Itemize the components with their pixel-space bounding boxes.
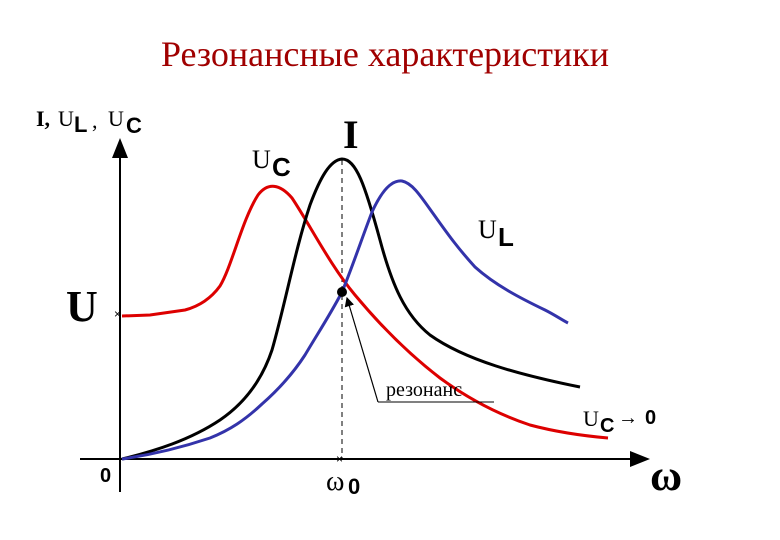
svg-text:L: L <box>498 222 514 252</box>
origin-label: 0 <box>100 465 111 487</box>
svg-text:0: 0 <box>645 407 656 429</box>
svg-text:L: L <box>74 112 87 137</box>
omega0-label: ω 0 <box>326 466 360 499</box>
uc-curve-label: U C <box>252 145 291 182</box>
uc-limit-label: U C → 0 <box>583 406 656 437</box>
resonance-pointer <box>344 296 379 403</box>
diagram-title: Резонансные характеристики <box>161 34 609 74</box>
omega0-tick: × <box>336 452 343 466</box>
current-curve <box>121 157 581 461</box>
svg-text:ω: ω <box>326 466 344 497</box>
resonance-point <box>337 287 347 297</box>
svg-text:,: , <box>92 108 98 133</box>
svg-text:I,: I, <box>36 106 50 131</box>
u-level-tick: × <box>114 307 121 321</box>
svg-text:U: U <box>583 406 599 431</box>
svg-text:U: U <box>108 106 124 131</box>
svg-text:U: U <box>252 145 271 174</box>
svg-text:C: C <box>600 415 614 437</box>
u-level-label: U <box>66 282 98 331</box>
current-curve-label: I <box>343 112 359 157</box>
svg-text:0: 0 <box>348 474 360 499</box>
ul-curve-label: U L <box>478 215 514 252</box>
svg-text:U: U <box>58 106 74 131</box>
svg-text:C: C <box>272 152 291 182</box>
y-axis-label: I, U L , U C <box>36 106 142 138</box>
x-axis-label: ω <box>650 451 682 500</box>
svg-text:→: → <box>618 407 638 429</box>
svg-text:U: U <box>478 215 497 244</box>
ul-curve <box>121 179 569 461</box>
svg-text:C: C <box>126 113 142 138</box>
resonance-label: резонанс <box>386 379 462 401</box>
uc-curve <box>121 184 609 440</box>
